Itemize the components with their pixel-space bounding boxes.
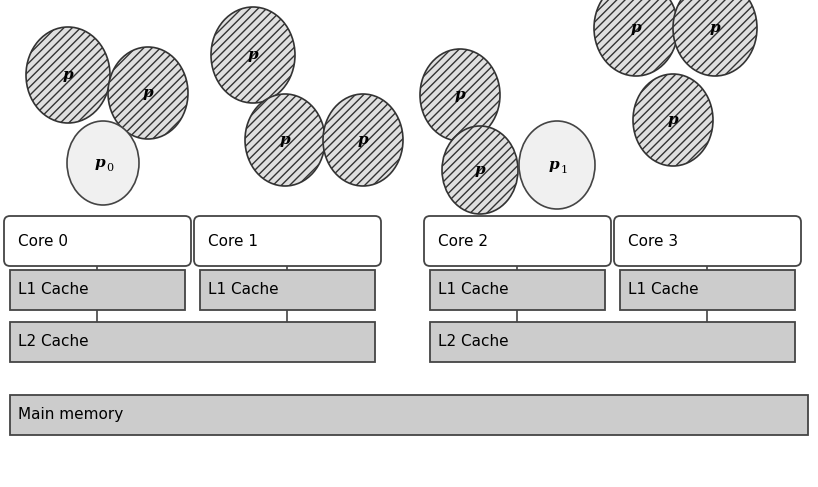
Text: L1 Cache: L1 Cache [18,282,88,298]
Ellipse shape [67,121,139,205]
Text: Core 3: Core 3 [628,233,678,248]
Ellipse shape [633,74,713,166]
Text: p: p [455,88,465,102]
Text: p: p [357,133,368,147]
Ellipse shape [442,126,518,214]
Text: Core 0: Core 0 [18,233,68,248]
Ellipse shape [26,27,110,123]
Ellipse shape [420,49,500,141]
Bar [10,322,375,362]
Text: L1 Cache: L1 Cache [438,282,509,298]
Ellipse shape [594,0,678,76]
Ellipse shape [519,121,595,209]
Text: p: p [549,158,560,172]
Text: L2 Cache: L2 Cache [438,335,509,350]
Text: p: p [667,113,678,127]
Text: p: p [631,21,641,35]
Text: p: p [142,86,153,100]
Text: 1: 1 [560,165,568,175]
Bar [10,270,185,310]
FancyBboxPatch shape [424,216,611,266]
Text: p: p [280,133,290,147]
Text: L2 Cache: L2 Cache [18,335,88,350]
Ellipse shape [245,94,325,186]
FancyBboxPatch shape [194,216,381,266]
Bar [430,322,795,362]
Ellipse shape [108,47,188,139]
Text: Core 1: Core 1 [208,233,258,248]
Text: p: p [63,68,74,82]
Text: L1 Cache: L1 Cache [208,282,279,298]
Bar [200,270,375,310]
FancyBboxPatch shape [4,216,191,266]
Text: p: p [95,156,106,170]
Text: p: p [474,163,485,177]
Bar [10,395,808,435]
FancyBboxPatch shape [614,216,801,266]
Text: Main memory: Main memory [18,408,124,423]
Ellipse shape [211,7,295,103]
Text: Core 2: Core 2 [438,233,488,248]
Bar [620,270,795,310]
Ellipse shape [673,0,757,76]
Bar [430,270,605,310]
Ellipse shape [323,94,403,186]
Text: L1 Cache: L1 Cache [628,282,699,298]
Text: p: p [248,48,258,62]
Text: p: p [710,21,721,35]
Text: 0: 0 [106,163,114,173]
